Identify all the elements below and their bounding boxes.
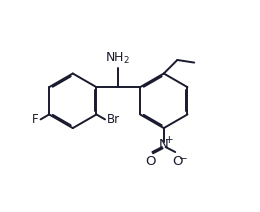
Text: F: F [31,113,38,126]
Text: O: O [145,155,155,168]
Text: O: O [172,155,183,168]
Text: −: − [179,154,187,164]
Text: N: N [159,138,169,152]
Text: NH$_2$: NH$_2$ [105,51,129,66]
Text: Br: Br [107,113,120,126]
Text: +: + [165,135,174,145]
